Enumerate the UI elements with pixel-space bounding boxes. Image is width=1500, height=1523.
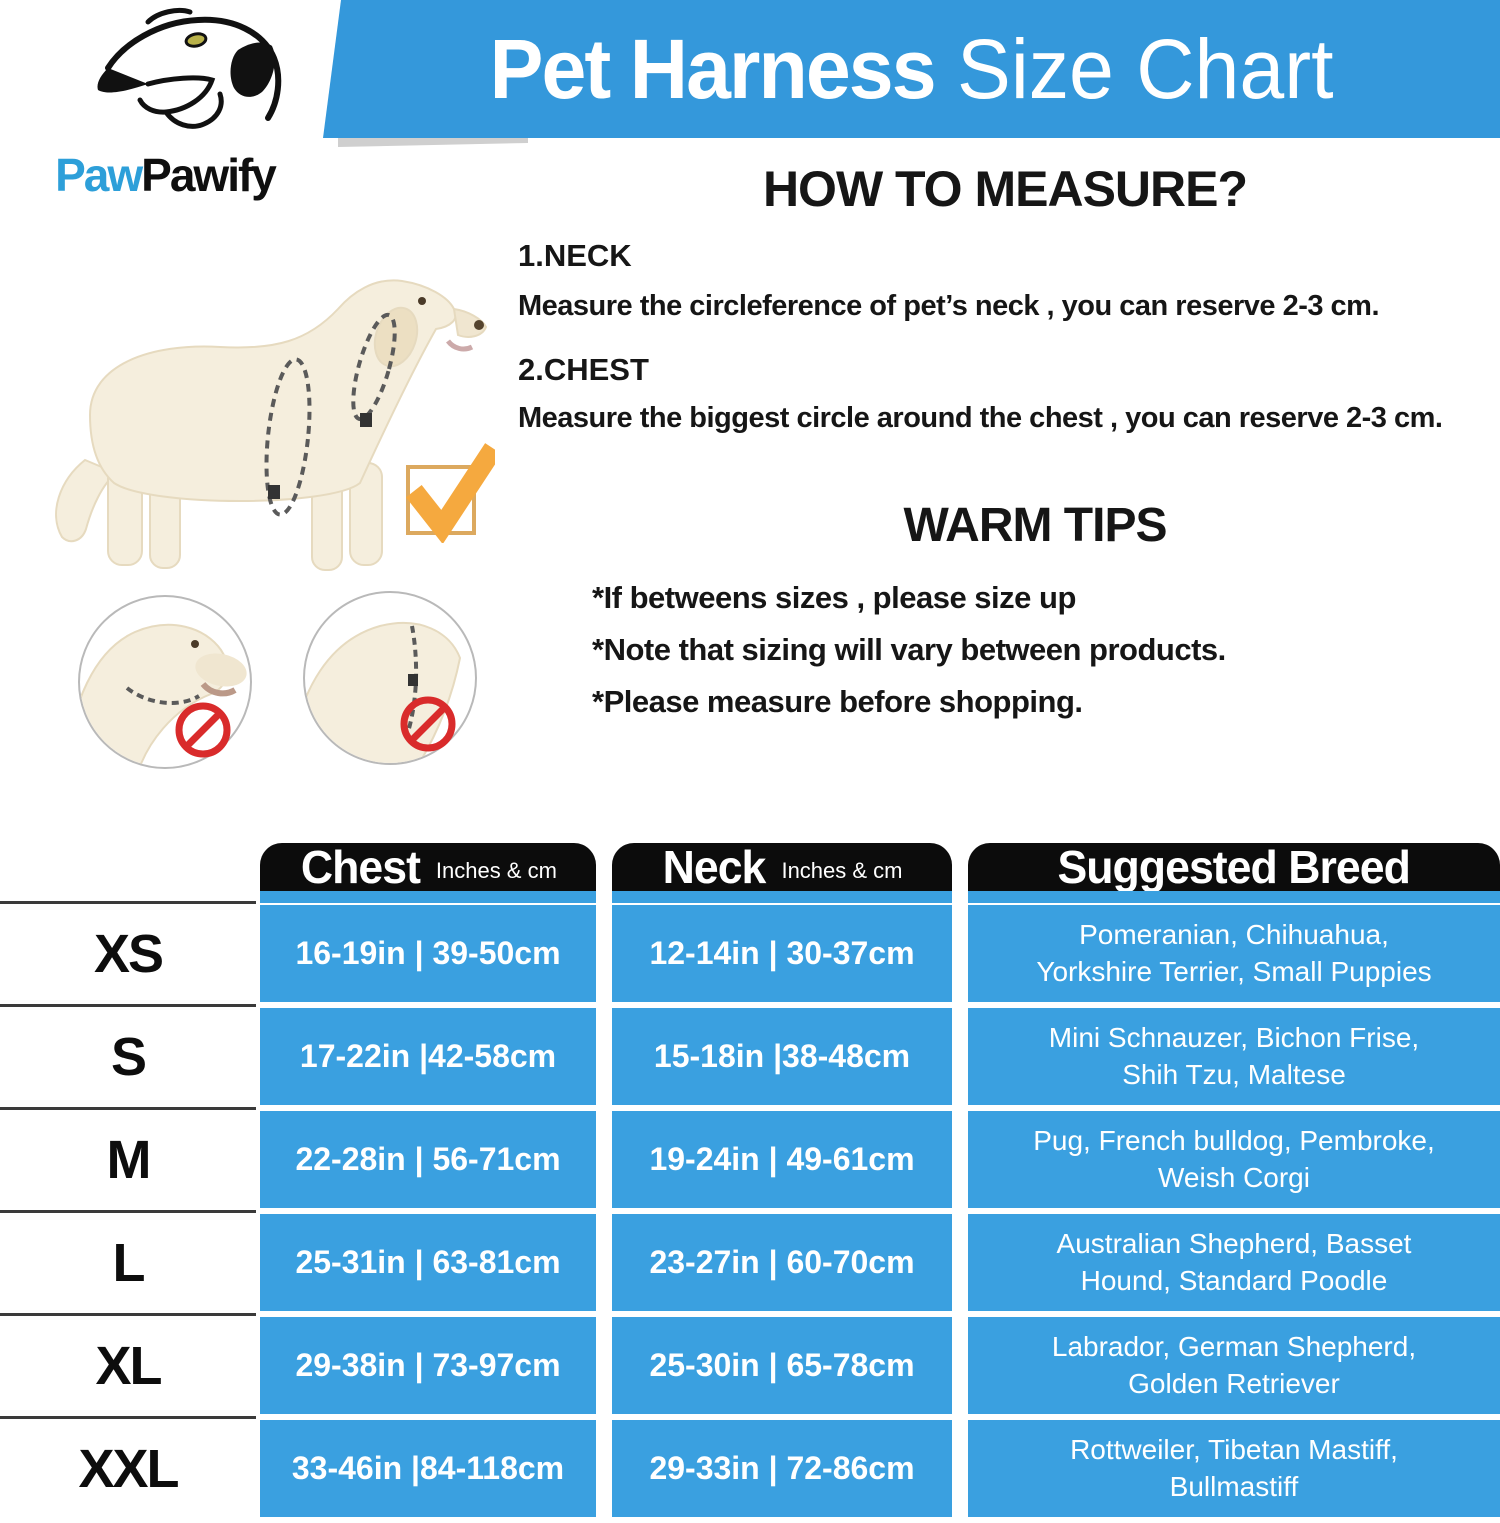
table-header-spacer [0, 843, 260, 903]
neck-header-units: Inches & cm [781, 858, 903, 883]
warm-tip: *If betweens sizes , please size up [592, 580, 1076, 615]
size-label: XL [0, 1313, 256, 1414]
warm-tip: *Please measure before shopping. [592, 684, 1083, 719]
table-row: M 22-28in | 56-71cm 19-24in | 49-61cm Pu… [0, 1107, 1500, 1208]
brand-name-pawify: Pawify [141, 149, 277, 201]
size-label: M [0, 1107, 256, 1208]
breed-value: Mini Schnauzer, Bichon Frise, Shih Tzu, … [968, 1008, 1500, 1105]
chest-value: 22-28in | 56-71cm [260, 1111, 596, 1208]
neck-value: 12-14in | 30-37cm [612, 905, 952, 1002]
step-chest-label: 2.CHEST [518, 352, 649, 387]
breed-column-header: Suggested Breed [968, 841, 1500, 903]
how-to-measure-title: HOW TO MEASURE? [762, 161, 1248, 217]
neck-value: 23-27in | 60-70cm [612, 1214, 952, 1311]
page-title: Pet Harness Size Chart [490, 27, 1334, 111]
dog-body [55, 279, 488, 571]
chest-value: 17-22in |42-58cm [260, 1008, 596, 1105]
step-neck-text: Measure the circleference of pet’s neck … [518, 290, 1380, 322]
step-neck-label: 1.NECK [518, 238, 632, 273]
dog-measurement-illustration [55, 279, 488, 571]
size-label: XS [0, 901, 256, 1002]
table-row: XS 16-19in | 39-50cm 12-14in | 30-37cm P… [0, 901, 1500, 1002]
chest-value: 33-46in |84-118cm [260, 1420, 596, 1517]
dog-head-logo-icon [97, 7, 282, 129]
breed-value: Pug, French bulldog, Pembroke, Weish Cor… [968, 1111, 1500, 1208]
warm-tip: *Note that sizing will vary between prod… [592, 632, 1226, 667]
chest-value: 29-38in | 73-97cm [260, 1317, 596, 1414]
size-label: XXL [0, 1416, 256, 1517]
chest-header-units: Inches & cm [435, 858, 557, 883]
neck-column-header: Neck Inches & cm [612, 841, 952, 903]
wrong-neck-measure-inset [78, 595, 252, 769]
chest-value: 25-31in | 63-81cm [260, 1214, 596, 1311]
page-title-light: Size Chart [934, 22, 1334, 116]
correct-check-icon [405, 443, 495, 543]
table-row: XL 29-38in | 73-97cm 25-30in | 65-78cm L… [0, 1313, 1500, 1414]
breed-value: Labrador, German Shepherd, Golden Retrie… [968, 1317, 1500, 1414]
chest-value: 16-19in | 39-50cm [260, 905, 596, 1002]
brand-name: PawPawify [20, 148, 310, 202]
step-chest-text: Measure the biggest circle around the ch… [518, 402, 1443, 434]
chest-column-header: Chest Inches & cm [260, 841, 596, 903]
chest-header-label: Chest [300, 841, 421, 893]
dog-eye [418, 297, 426, 305]
breed-header-label: Suggested Breed [1057, 841, 1411, 893]
table-row: L 25-31in | 63-81cm 23-27in | 60-70cm Au… [0, 1210, 1500, 1311]
size-table-body: XS 16-19in | 39-50cm 12-14in | 30-37cm P… [0, 901, 1500, 1523]
breed-value: Pomeranian, Chihuahua, Yorkshire Terrier… [968, 905, 1500, 1002]
size-label: S [0, 1004, 256, 1105]
brand-name-paw: Paw [55, 149, 143, 201]
warm-tips-title: WARM TIPS [903, 499, 1168, 552]
breed-value: Australian Shepherd, Basset Hound, Stand… [968, 1214, 1500, 1311]
table-header-row: Chest Inches & cm Neck Inches & cm Sugge… [0, 841, 1500, 903]
breed-value: Rottweiler, Tibetan Mastiff, Bullmastiff [968, 1420, 1500, 1517]
neck-header-label: Neck [663, 841, 767, 893]
tape-buckle [268, 485, 280, 499]
neck-value: 25-30in | 65-78cm [612, 1317, 952, 1414]
title-banner: Pet Harness Size Chart [323, 0, 1500, 138]
wrong-chest-measure-inset [303, 591, 477, 765]
neck-value: 15-18in |38-48cm [612, 1008, 952, 1105]
table-row: S 17-22in |42-58cm 15-18in |38-48cm Mini… [0, 1004, 1500, 1105]
size-label: L [0, 1210, 256, 1311]
no-icon [400, 696, 456, 752]
neck-value: 19-24in | 49-61cm [612, 1111, 952, 1208]
table-row: XXL 33-46in |84-118cm 29-33in | 72-86cm … [0, 1416, 1500, 1517]
no-icon [175, 702, 231, 758]
dog-tongue [446, 339, 474, 352]
neck-value: 29-33in | 72-86cm [612, 1420, 952, 1517]
dog-nose [474, 320, 484, 330]
tape-buckle [360, 413, 372, 427]
page-title-bold: Pet Harness [489, 22, 937, 116]
